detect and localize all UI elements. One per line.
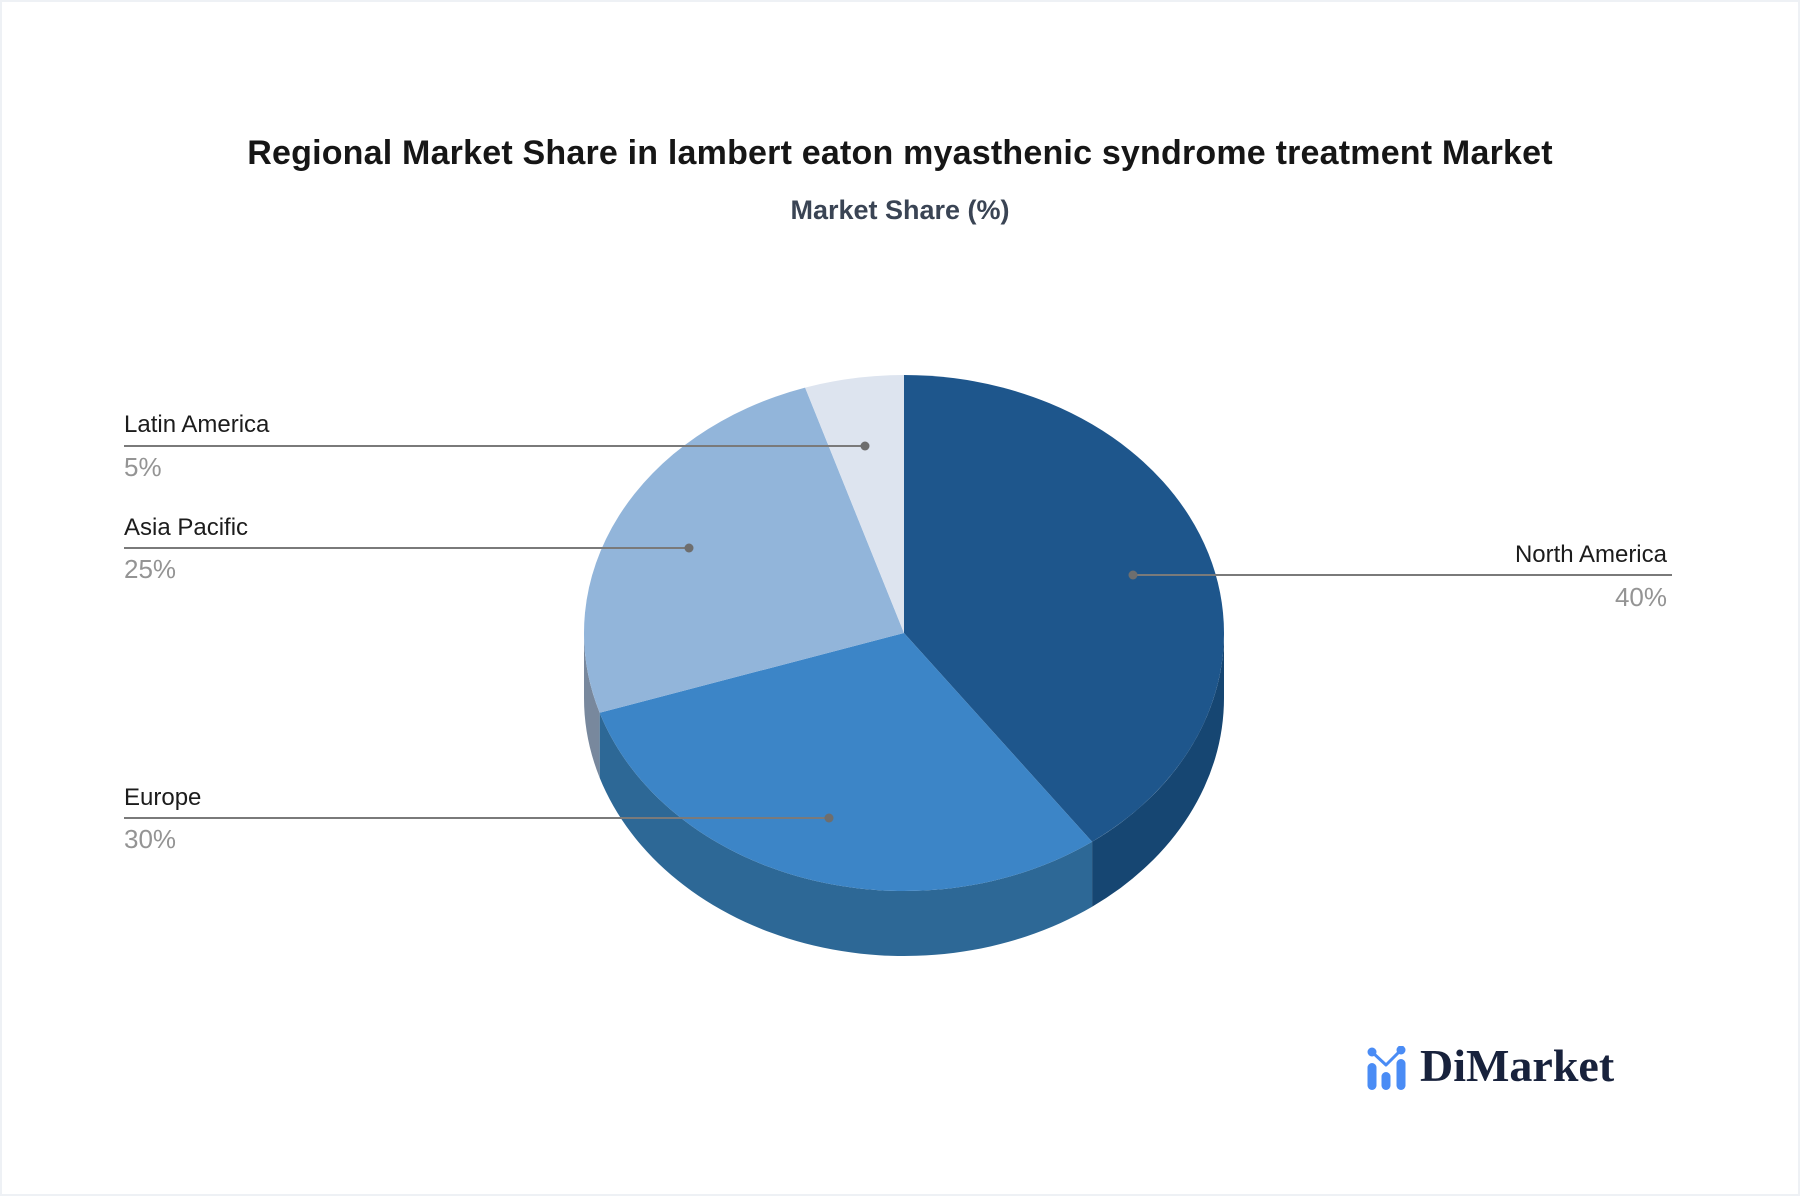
label-latin-america: Latin America <box>124 411 270 438</box>
pie-slice-north-america[interactable] <box>904 375 1224 842</box>
chart-title: Regional Market Share in lambert eaton m… <box>247 134 1553 172</box>
value-latin-america: 5% <box>124 452 162 482</box>
value-north-america: 40% <box>1614 582 1667 612</box>
pie-slice-europe[interactable] <box>599 633 1093 892</box>
leader-dot-asia-pacific <box>684 543 694 553</box>
bar-chart-logo-icon <box>1367 1046 1406 1090</box>
value-asia-pacific: 25% <box>124 554 177 584</box>
pie-slice-latin-america[interactable] <box>805 375 904 633</box>
label-europe: Europe <box>124 784 202 811</box>
pie-side-asia-pacific <box>584 633 600 778</box>
chart-subtitle: Market Share (%) <box>790 195 1010 225</box>
value-europe: 30% <box>124 824 177 854</box>
pie-slice-asia-pacific[interactable] <box>584 387 904 713</box>
label-north-america: North America <box>1514 541 1667 568</box>
leader-dot-europe <box>824 813 834 823</box>
pie-side-north-america <box>1092 633 1224 907</box>
label-asia-pacific: Asia Pacific <box>124 514 249 541</box>
brand-logo: DiMarket <box>1366 1042 1614 1090</box>
brand-name: DiMarket <box>1420 1040 1615 1091</box>
leader-dot-north-america <box>1128 570 1138 580</box>
leader-dot-latin-america <box>860 441 870 451</box>
pie-side-europe <box>599 712 1093 957</box>
